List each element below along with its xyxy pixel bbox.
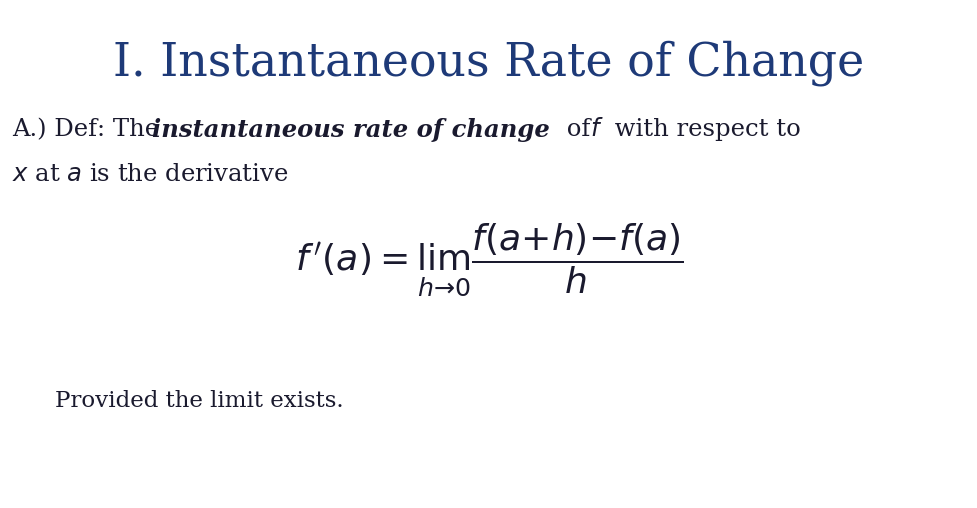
Text: I. Instantaneous Rate of Change: I. Instantaneous Rate of Change [113,40,864,86]
Text: $f$: $f$ [589,118,603,141]
Text: of: of [559,118,597,141]
Text: with respect to: with respect to [607,118,800,141]
Text: $f\,'(a) = \lim_{h \to 0} \dfrac{f(a+h)-f(a)}{h}$: $f\,'(a) = \lim_{h \to 0} \dfrac{f(a+h)-… [294,222,683,298]
Text: Provided the limit exists.: Provided the limit exists. [55,390,343,412]
Text: instantaneous rate of change: instantaneous rate of change [151,118,549,142]
Text: $x$ at $a$ is the derivative: $x$ at $a$ is the derivative [12,163,288,186]
Text: A.) Def: The: A.) Def: The [12,118,167,141]
